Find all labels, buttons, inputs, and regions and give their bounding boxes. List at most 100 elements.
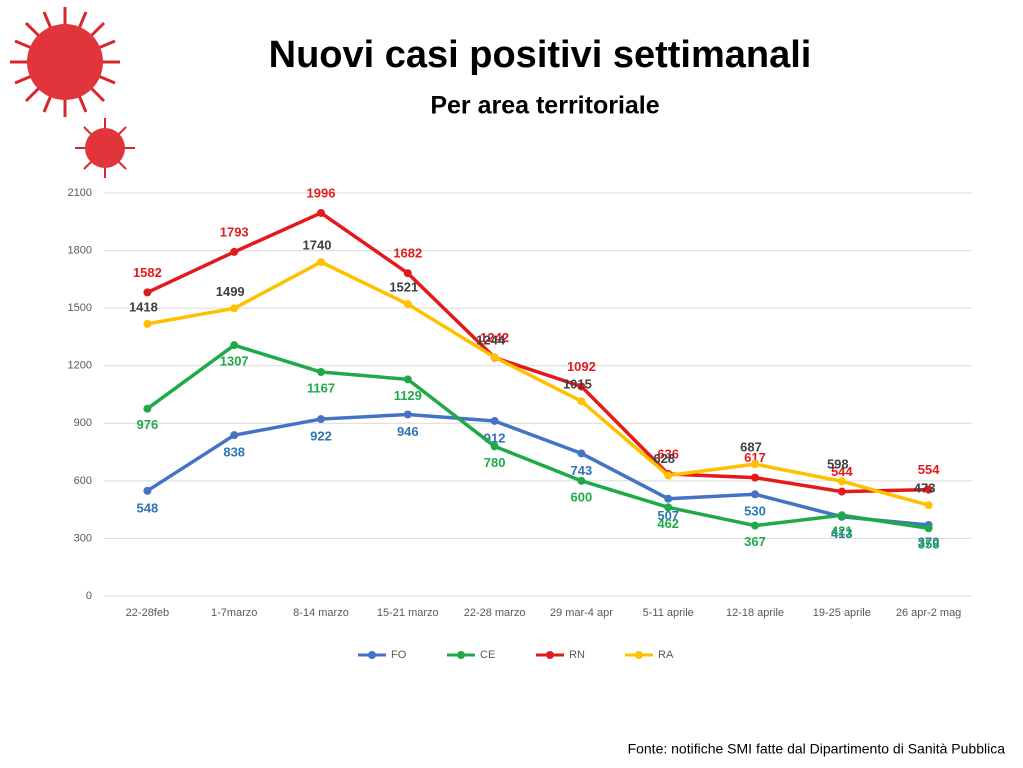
data-point [837,487,846,496]
legend-marker [635,651,643,659]
data-label: 1499 [216,284,245,299]
legend-marker [546,651,554,659]
x-tick-label: 1-7marzo [211,607,257,619]
data-label: 628 [653,451,675,466]
data-point [143,288,152,297]
data-label: 544 [831,464,853,479]
legend-label: RA [658,649,674,661]
data-point [317,368,325,377]
data-label: 421 [831,524,853,539]
data-label: 1242 [480,330,509,345]
data-point [403,410,412,419]
data-label: 370 [918,534,940,549]
data-point [924,501,933,510]
data-point [490,442,499,451]
data-point [403,375,412,384]
x-tick-label: 29 mar-4 apr [550,607,613,619]
y-tick-label: 1800 [68,244,92,256]
data-point [751,490,759,499]
data-point [230,431,239,440]
data-point [317,208,325,217]
y-tick-label: 0 [86,590,92,602]
chart-title: Nuovi casi positivi settimanali [269,34,812,76]
data-label: 1244 [476,333,506,348]
data-label: 600 [571,489,593,504]
data-point [837,477,846,486]
data-label: 1996 [307,185,336,200]
data-point [837,511,846,520]
data-point [230,304,239,313]
y-tick-label: 2100 [68,187,92,199]
data-point [924,485,933,494]
data-label: 636 [657,446,679,461]
data-point [317,415,325,424]
legend-marker [457,651,465,659]
data-point [143,486,152,495]
data-label: 1129 [394,388,422,403]
y-tick-label: 600 [74,475,92,487]
data-label: 462 [657,516,679,531]
y-tick-label: 1200 [68,360,92,372]
data-label: 617 [744,450,766,465]
data-label: 780 [484,455,506,470]
x-tick-label: 26 apr-2 mag [896,607,961,619]
data-point [490,416,499,425]
data-label: 838 [223,445,245,460]
x-tick-label: 12-18 aprile [726,607,784,619]
legend-label: FO [391,649,407,661]
data-point [230,247,239,256]
data-label: 743 [571,463,593,478]
data-point [230,341,239,350]
data-label: 946 [397,424,419,439]
series-line [146,343,929,530]
data-point [577,449,586,458]
y-tick-label: 300 [74,532,92,544]
chart-subtitle: Per area territoriale [430,92,659,120]
data-point [577,382,586,391]
data-point [577,397,586,406]
x-tick-label: 15-21 marzo [377,607,439,619]
data-label: 1307 [220,354,249,369]
x-tick-label: 22-28feb [126,607,169,619]
series-line [146,412,929,527]
data-point [403,269,412,278]
data-label: 554 [918,462,940,477]
data-label: 413 [831,526,853,541]
data-point [490,353,499,362]
data-label: 598 [827,457,849,472]
legend-label: RN [569,649,585,661]
data-label: 1418 [129,299,158,314]
x-tick-label: 22-28 marzo [464,607,526,619]
data-label: 530 [744,504,766,519]
data-point [924,524,933,533]
data-label: 1682 [393,246,422,261]
x-tick-label: 19-25 aprile [813,607,871,619]
data-label: 1740 [303,238,332,253]
data-point [143,404,152,413]
series-line [147,260,930,507]
legend-label: CE [480,649,495,661]
data-point [751,521,759,530]
virus-decoration [10,7,135,178]
legend-marker [368,651,376,659]
data-point [403,300,412,309]
data-label: 1015 [563,377,592,392]
y-tick-label: 1500 [68,302,92,314]
data-point [664,494,673,503]
data-label: 922 [310,429,332,444]
data-label: 976 [137,417,159,432]
data-label: 1582 [133,265,162,280]
data-point [751,460,759,469]
x-tick-label: 8-14 marzo [293,607,349,619]
data-label: 548 [137,500,159,515]
data-label: 367 [744,534,766,549]
y-tick-label: 900 [74,417,92,429]
data-point [751,473,759,482]
data-point [664,471,673,480]
source-note: Fonte: notifiche SMI fatte dal Dipartime… [628,741,1006,757]
data-point [664,503,673,512]
data-label: 687 [740,440,762,455]
data-label: 1793 [220,224,249,239]
data-label: 507 [657,508,679,523]
